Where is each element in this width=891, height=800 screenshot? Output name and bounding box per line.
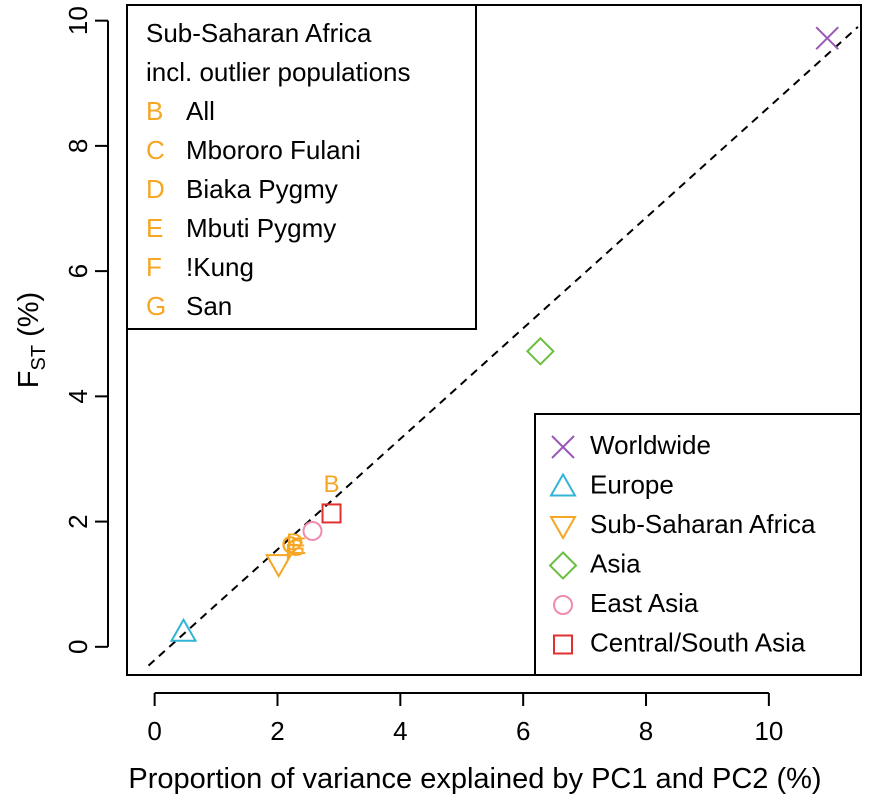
y-tick-label: 4 — [63, 389, 93, 403]
y-axis-label: FST (%) — [13, 292, 50, 388]
x-axis: 0 2 4 6 8 10 — [147, 692, 783, 746]
legend-title-line2: incl. outlier populations — [146, 57, 411, 87]
legend-key-g: G — [146, 291, 166, 321]
legend-marker-east-asia — [553, 595, 573, 615]
legend-bottom-right-box — [534, 413, 862, 676]
letter-point-g: G — [287, 535, 306, 562]
y-axis-label-sub: ST — [28, 345, 50, 371]
legend-marker-europe — [549, 472, 577, 497]
legend-key-e: E — [146, 213, 163, 243]
legend-top-left: Sub-Saharan Africa incl. outlier populat… — [126, 4, 477, 330]
point-central-south-asia — [321, 503, 342, 524]
legend-key-d: D — [146, 174, 165, 204]
point-worldwide-stroke — [815, 26, 839, 50]
letter-point-d: D — [286, 529, 303, 556]
y-axis-label-main: F — [13, 371, 45, 389]
legend-marker-central-south-asia — [553, 634, 573, 655]
point-sub-saharan-africa — [264, 554, 293, 579]
legend-label-f: !Kung — [186, 252, 254, 282]
legend-label-sub-saharan-africa: Sub-Saharan Africa — [590, 509, 816, 539]
y-tick-label: 6 — [63, 264, 93, 278]
legend-marker-asia — [548, 551, 578, 580]
legend-label-b: All — [186, 96, 215, 126]
point-asia — [525, 336, 555, 366]
x-tick-label: 0 — [147, 716, 161, 746]
legend-label-asia: Asia — [590, 548, 641, 578]
x-tick-label: 2 — [270, 716, 284, 746]
legend-label-central-south-asia: Central/South Asia — [590, 627, 806, 657]
plot-frame — [126, 4, 862, 676]
legend-top-left-box — [126, 4, 477, 330]
y-axis: 0 2 4 6 8 10 — [63, 6, 109, 654]
legend-marker-sub-saharan-africa — [549, 516, 577, 541]
x-tick-label: 8 — [639, 716, 653, 746]
letter-point-c: C — [281, 532, 298, 559]
legend-label-g: San — [186, 291, 232, 321]
point-worldwide — [815, 26, 839, 50]
reference-line — [147, 26, 859, 667]
x-tick-label: 6 — [516, 716, 530, 746]
legend-key-f: F — [146, 252, 162, 282]
letter-point-f: F — [285, 539, 300, 566]
x-tick-label: 4 — [393, 716, 407, 746]
legend-title-line1: Sub-Saharan Africa — [146, 18, 372, 48]
legend-marker-worldwide-stroke — [551, 435, 575, 459]
point-europe — [169, 617, 198, 642]
legend-label-worldwide: Worldwide — [590, 430, 711, 460]
y-axis-label-suffix: (%) — [13, 292, 45, 345]
x-tick-label: 10 — [754, 716, 783, 746]
legend-label-europe: Europe — [590, 469, 674, 499]
legend-key-c: C — [146, 135, 165, 165]
x-axis-label: Proportion of variance explained by PC1 … — [128, 763, 821, 795]
data-points — [169, 26, 839, 642]
legend-top-left-entries: B All C Mbororo Fulani D Biaka Pygmy E Mbuti Py… — [146, 96, 361, 321]
point-east-asia — [302, 520, 323, 541]
letter-point-b: B — [324, 471, 340, 498]
legend-key-b: B — [146, 96, 163, 126]
legend-label-d: Biaka Pygmy — [186, 174, 338, 204]
y-tick-label: 8 — [63, 139, 93, 153]
letter-point-e: E — [290, 533, 306, 560]
legend-label-east-asia: East Asia — [590, 588, 699, 618]
legend-label-c: Mbororo Fulani — [186, 135, 361, 165]
y-tick-label: 0 — [63, 640, 93, 654]
legend-bottom-right: Worldwide Europe Sub-Saharan Africa Asia Eas… — [534, 413, 862, 676]
y-tick-label: 2 — [63, 514, 93, 528]
y-tick-label: 10 — [63, 6, 93, 35]
legend-marker-worldwide — [551, 435, 575, 459]
legend-bottom-right-entries: Worldwide Europe Sub-Saharan Africa Asia Eas… — [548, 430, 816, 657]
legend-label-e: Mbuti Pygmy — [186, 213, 336, 243]
